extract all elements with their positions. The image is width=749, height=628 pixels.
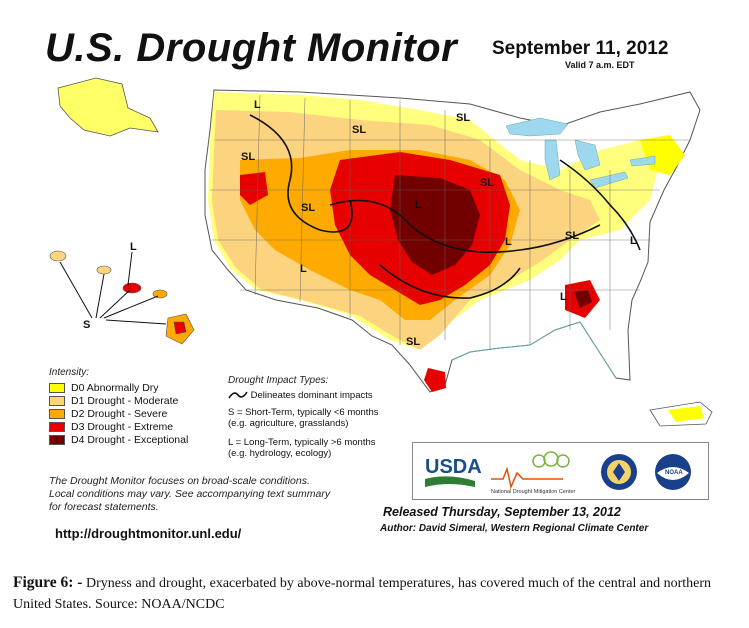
ndmc-logo: National Drought Mitigation Center [491, 451, 576, 495]
swatch-d2 [49, 408, 65, 419]
alaska [57, 77, 159, 137]
impact-heading: Drought Impact Types: [228, 375, 329, 386]
label-sl-tx: SL [406, 336, 420, 348]
lake-huron [574, 139, 601, 171]
puerto-rico-d0 [668, 406, 704, 422]
drought-map: L SL SL SL SL SL SL L L L L SL L L S [49, 77, 713, 427]
label-sl-wa: SL [241, 151, 255, 163]
label-sl-nd: SL [456, 112, 470, 124]
label-sl-oh: SL [565, 230, 579, 242]
swatch-d4 [49, 434, 65, 445]
label-l-hi: L [130, 241, 137, 253]
caption-label: Figure 6: - [13, 574, 83, 591]
caption-text: Dryness and drought, exacerbated by abov… [13, 576, 712, 612]
legend-item-d3: D3 Drought - Extreme [49, 420, 188, 433]
usda-logo: USDA [425, 456, 482, 487]
label-sl-id: SL [301, 202, 315, 214]
commerce-seal-icon [601, 454, 637, 490]
impact-short-term: S = Short-Term, typically <6 months (e.g… [228, 407, 379, 429]
label-sl-mt: SL [352, 124, 366, 136]
legend-heading: Intensity: [49, 367, 90, 378]
map-date: September 11, 2012 [492, 38, 669, 59]
label-sl-mn: SL [480, 177, 494, 189]
state-borders [210, 94, 690, 350]
gulf-coast [451, 321, 617, 379]
disclaimer-note: The Drought Monitor focuses on broad-sca… [49, 475, 331, 513]
map-title: U.S. Drought Monitor [45, 26, 458, 70]
author-credit: Author: David Simeral, Western Regional … [380, 523, 649, 534]
impact-line-legend: Delineates dominant impacts [228, 390, 373, 401]
label-l-alaska: L [254, 99, 261, 111]
impact-boundaries [249, 114, 641, 299]
d3-texas-patch [424, 368, 446, 392]
label-s-hi: S [83, 319, 90, 331]
svg-text:NOAA: NOAA [665, 470, 683, 476]
figure-caption: Figure 6: - Dryness and drought, exacerb… [13, 572, 741, 615]
label-l-nv: L [300, 263, 307, 275]
boundary-line-icon [228, 392, 248, 399]
d4-region [390, 175, 480, 275]
hawaii-islands [49, 250, 195, 345]
label-l-ne: L [415, 199, 422, 211]
swatch-d3 [49, 421, 65, 432]
swatch-d0 [49, 382, 65, 393]
release-date: Released Thursday, September 13, 2012 [383, 505, 621, 519]
noaa-logo: NOAA [655, 454, 691, 490]
impact-long-term: L = Long-Term, typically >6 months (e.g.… [228, 437, 376, 459]
d0-northeast-patch [640, 135, 685, 175]
hawaii-pointer-lines [59, 251, 167, 325]
lake-ontario [629, 155, 656, 167]
svg-text:USDA: USDA [425, 456, 482, 478]
intensity-legend: D0 Abnormally Dry D1 Drought - Moderate … [49, 381, 188, 446]
d3-west-patch [240, 172, 268, 205]
lake-erie [589, 171, 629, 189]
legend-item-d1: D1 Drought - Moderate [49, 394, 188, 407]
label-l-va: L [630, 235, 637, 247]
legend-item-d4: D4 Drought - Exceptional [49, 433, 188, 446]
legend-item-d2: D2 Drought - Severe [49, 407, 188, 420]
svg-text:National Drought Mitigation Ce: National Drought Mitigation Center [491, 489, 576, 495]
swatch-d1 [49, 395, 65, 406]
label-l-ga: L [560, 291, 567, 303]
legend-item-d0: D0 Abnormally Dry [49, 381, 188, 394]
logos-graphic: USDA National Drought Mitigation Center … [425, 451, 691, 495]
website-url[interactable]: http://droughtmonitor.unl.edu/ [55, 526, 242, 541]
valid-time: Valid 7 a.m. EDT [565, 60, 635, 70]
lake-superior [505, 117, 569, 137]
label-l-ar: L [505, 236, 512, 248]
agency-logos: USDA National Drought Mitigation Center … [412, 442, 709, 500]
d4-georgia-patch [574, 290, 592, 308]
